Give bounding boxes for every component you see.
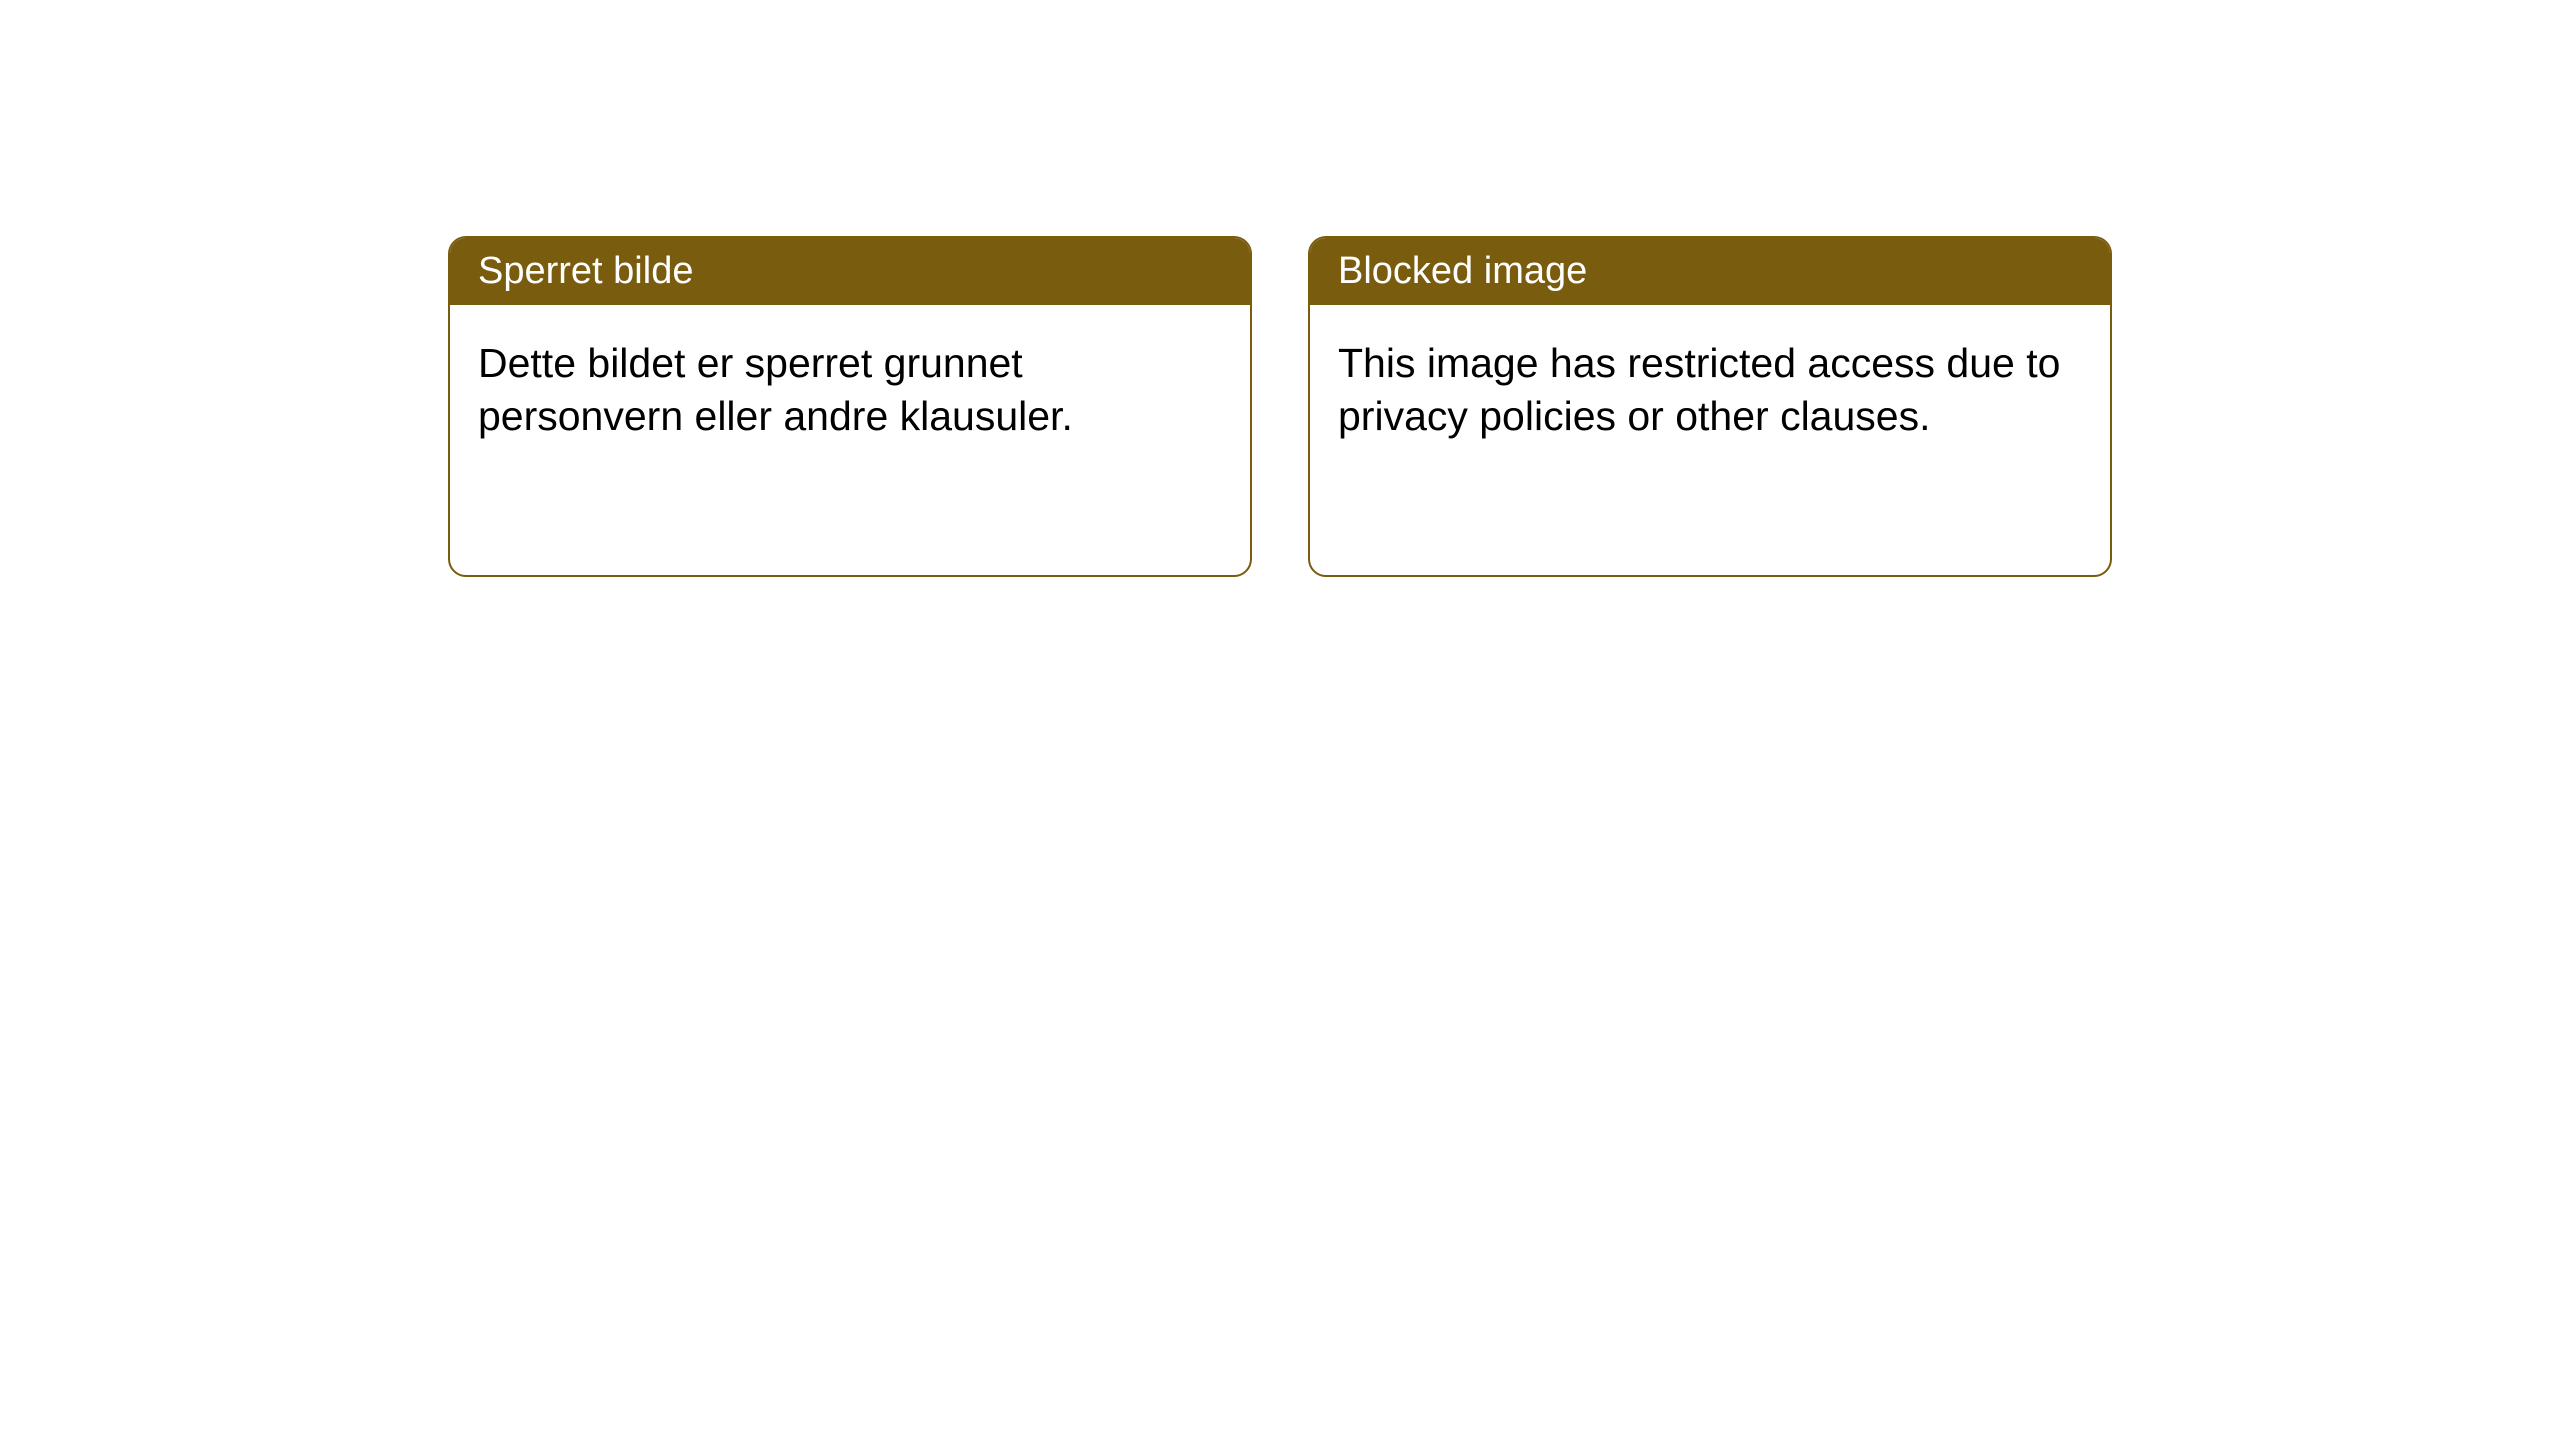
- card-title: Sperret bilde: [478, 250, 693, 292]
- card-title: Blocked image: [1338, 250, 1587, 292]
- card-header: Blocked image: [1310, 238, 2110, 305]
- card-body: This image has restricted access due to …: [1310, 305, 2110, 575]
- card-message: Dette bildet er sperret grunnet personve…: [478, 340, 1073, 439]
- card-message: This image has restricted access due to …: [1338, 340, 2060, 439]
- card-body: Dette bildet er sperret grunnet personve…: [450, 305, 1250, 575]
- notice-card-norwegian: Sperret bilde Dette bildet er sperret gr…: [448, 236, 1252, 577]
- notice-card-english: Blocked image This image has restricted …: [1308, 236, 2112, 577]
- card-header: Sperret bilde: [450, 238, 1250, 305]
- notice-cards-container: Sperret bilde Dette bildet er sperret gr…: [448, 236, 2112, 577]
